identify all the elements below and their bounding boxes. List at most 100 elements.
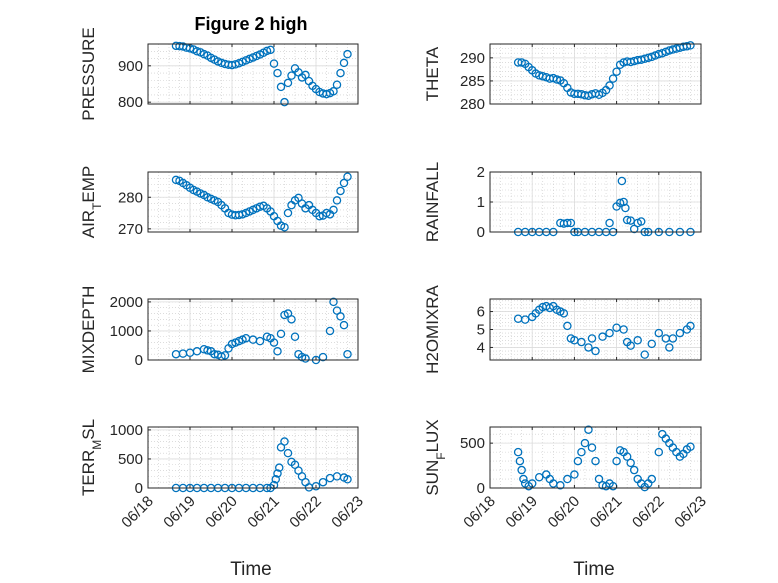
- data-point: [273, 469, 282, 478]
- data-point: [621, 203, 630, 213]
- y-tick-label: 5: [477, 322, 485, 339]
- panel-rainfall: 0 1 2 RAINFALL: [423, 162, 702, 242]
- data-point: [573, 456, 583, 466]
- x-tick-label: 06/21: [587, 493, 626, 532]
- data-point: [283, 208, 293, 218]
- panel-terr_msl: 0 500 1000 06/18 06/19 06/20 06/21 06/22 06/23 TE…: [79, 419, 367, 531]
- y-axis-label: MIXDEPTH: [79, 286, 98, 374]
- data-point: [633, 336, 642, 345]
- data-point: [283, 78, 293, 88]
- data-point: [682, 42, 692, 51]
- y-tick-label: 900: [118, 58, 143, 75]
- panel-air_temp: 270 280 AIRTEMP: [79, 166, 359, 239]
- axes-box: [147, 43, 359, 105]
- data-point: [587, 334, 597, 343]
- data-point: [336, 312, 345, 321]
- data-point: [559, 309, 569, 318]
- data-point: [283, 448, 293, 458]
- data-point: [266, 45, 275, 55]
- data-point: [519, 474, 528, 484]
- data-point: [615, 198, 625, 208]
- y-axis-label: THETA: [423, 46, 442, 101]
- data-point: [619, 197, 628, 207]
- data-point: [605, 328, 614, 338]
- data-point: [220, 351, 230, 360]
- data-point: [274, 463, 284, 472]
- y-tick-label: 0: [135, 480, 143, 497]
- data-point: [591, 456, 600, 466]
- data-point: [322, 89, 331, 99]
- x-tick-label: 06/20: [202, 493, 241, 532]
- data-point: [640, 350, 649, 359]
- data-point: [686, 41, 695, 50]
- data-point: [577, 447, 586, 457]
- data-point: [647, 474, 657, 484]
- data-point: [203, 346, 212, 355]
- y-tick-label: 500: [118, 451, 143, 468]
- y-axis-label: RAINFALL: [423, 162, 442, 242]
- data-point: [686, 442, 695, 451]
- data-point: [343, 475, 352, 484]
- y-axis-label: TERRMSL: [79, 419, 104, 496]
- data-point: [269, 338, 279, 347]
- axes-box: [147, 298, 359, 361]
- data-point: [591, 346, 600, 356]
- data-point: [517, 465, 526, 475]
- x-tick-label: 06/20: [545, 493, 584, 532]
- data-point: [654, 447, 664, 457]
- panel-theta: 280 285 290 THETA: [423, 41, 702, 113]
- y-axis-label: AIRTEMP: [79, 166, 104, 239]
- data-point: [280, 223, 289, 232]
- data-point: [280, 97, 289, 107]
- data-point: [339, 58, 349, 68]
- x-tick-label: 06/19: [160, 493, 199, 532]
- x-tick-label: 06/23: [328, 493, 367, 532]
- data-point: [608, 74, 618, 83]
- data-point: [329, 297, 338, 307]
- data-point: [566, 218, 576, 228]
- data-point: [577, 337, 586, 347]
- y-tick-label: 2000: [110, 294, 143, 311]
- axes-box: [147, 171, 359, 233]
- data-point: [276, 329, 286, 339]
- data-point: [343, 349, 352, 359]
- data-point: [269, 480, 279, 490]
- data-point: [675, 328, 685, 338]
- data-point: [552, 75, 562, 84]
- data-point: [629, 224, 639, 234]
- y-tick-label: 0: [135, 352, 143, 369]
- x-tick-label: 06/18: [118, 493, 157, 532]
- data-point: [192, 47, 202, 56]
- data-point: [301, 70, 310, 80]
- data-point: [336, 68, 345, 78]
- data-point: [587, 443, 597, 452]
- data-point: [626, 458, 635, 468]
- data-point: [612, 67, 621, 76]
- data-point: [594, 474, 604, 484]
- data-point: [647, 339, 657, 349]
- chart-title: Figure 2 high: [194, 14, 307, 34]
- data-point: [605, 218, 614, 228]
- panel-sun_flux: 0 500 06/18 06/19 06/20 06/21 06/22 06/23 SUNFLU…: [423, 419, 710, 531]
- data-point: [280, 437, 289, 446]
- data-point: [255, 336, 265, 346]
- x-tick-label: 06/23: [671, 493, 710, 532]
- panel-h2omixra: 456 H2OMIXRA: [423, 284, 702, 374]
- axes-box: [147, 426, 359, 489]
- data-point: [318, 477, 328, 487]
- data-point: [343, 49, 352, 59]
- data-point: [654, 328, 664, 338]
- data-point: [515, 456, 525, 466]
- data-point: [315, 211, 324, 221]
- data-point: [262, 46, 272, 56]
- data-point: [626, 341, 635, 350]
- data-point: [513, 447, 523, 457]
- data-point: [570, 470, 579, 479]
- data-point: [563, 474, 572, 484]
- data-point: [301, 354, 310, 363]
- y-tick-label: 500: [460, 435, 485, 452]
- data-point: [339, 320, 349, 330]
- panel-mixdepth: 0 1000 2000 MIXDEPTH: [79, 286, 359, 374]
- data-point: [329, 205, 338, 215]
- data-point: [584, 425, 593, 434]
